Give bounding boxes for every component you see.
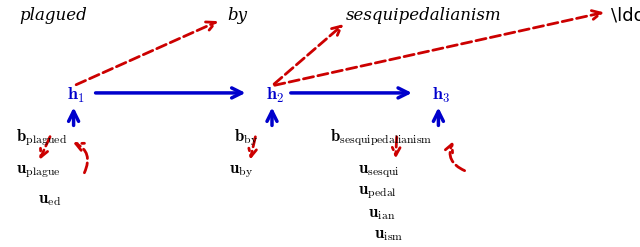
Text: $\mathbf{b}_{\mathrm{by}}$: $\mathbf{b}_{\mathrm{by}}$ xyxy=(234,127,258,148)
Text: $\mathbf{h}_3$: $\mathbf{h}_3$ xyxy=(432,86,451,105)
Text: \ldots: \ldots xyxy=(611,6,640,24)
Text: $\mathbf{u}_{\mathrm{plague}}$: $\mathbf{u}_{\mathrm{plague}}$ xyxy=(16,162,61,180)
Text: plagued: plagued xyxy=(19,7,87,24)
Text: $\mathbf{b}_{\mathrm{sesquipedalianism}}$: $\mathbf{b}_{\mathrm{sesquipedalianism}}… xyxy=(330,127,432,148)
Text: $\mathbf{u}_{\mathrm{sesqui}}$: $\mathbf{u}_{\mathrm{sesqui}}$ xyxy=(358,162,401,180)
Text: $\mathbf{u}_{\mathrm{ian}}$: $\mathbf{u}_{\mathrm{ian}}$ xyxy=(368,204,396,222)
Text: by: by xyxy=(227,7,247,24)
Text: $\mathbf{h}_2$: $\mathbf{h}_2$ xyxy=(266,86,284,105)
Text: $\mathbf{u}_{\mathrm{by}}$: $\mathbf{u}_{\mathrm{by}}$ xyxy=(229,162,253,180)
Text: sesquipedalianism: sesquipedalianism xyxy=(346,7,501,24)
Text: $\mathbf{u}_{\mathrm{ed}}$: $\mathbf{u}_{\mathrm{ed}}$ xyxy=(38,190,61,208)
Text: $\mathbf{u}_{\mathrm{pedal}}$: $\mathbf{u}_{\mathrm{pedal}}$ xyxy=(358,183,397,201)
Text: $\mathbf{h}_1$: $\mathbf{h}_1$ xyxy=(67,86,85,105)
Text: $\mathbf{b}_{\mathrm{plagued}}$: $\mathbf{b}_{\mathrm{plagued}}$ xyxy=(16,127,67,148)
Text: $\mathbf{u}_{\mathrm{ism}}$: $\mathbf{u}_{\mathrm{ism}}$ xyxy=(374,225,404,243)
